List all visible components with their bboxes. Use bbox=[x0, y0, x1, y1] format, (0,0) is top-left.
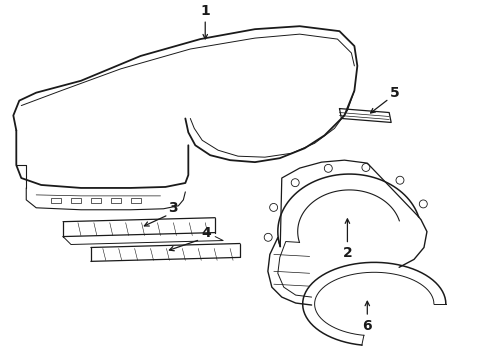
Bar bbox=[51, 198, 61, 203]
Text: 2: 2 bbox=[343, 247, 352, 260]
Text: 6: 6 bbox=[363, 319, 372, 333]
Bar bbox=[131, 198, 141, 203]
Text: 3: 3 bbox=[169, 201, 178, 215]
Text: 1: 1 bbox=[200, 4, 210, 18]
Bar bbox=[91, 198, 101, 203]
Bar bbox=[71, 198, 81, 203]
Text: 4: 4 bbox=[201, 226, 211, 240]
Text: 5: 5 bbox=[390, 86, 400, 100]
Bar bbox=[111, 198, 121, 203]
